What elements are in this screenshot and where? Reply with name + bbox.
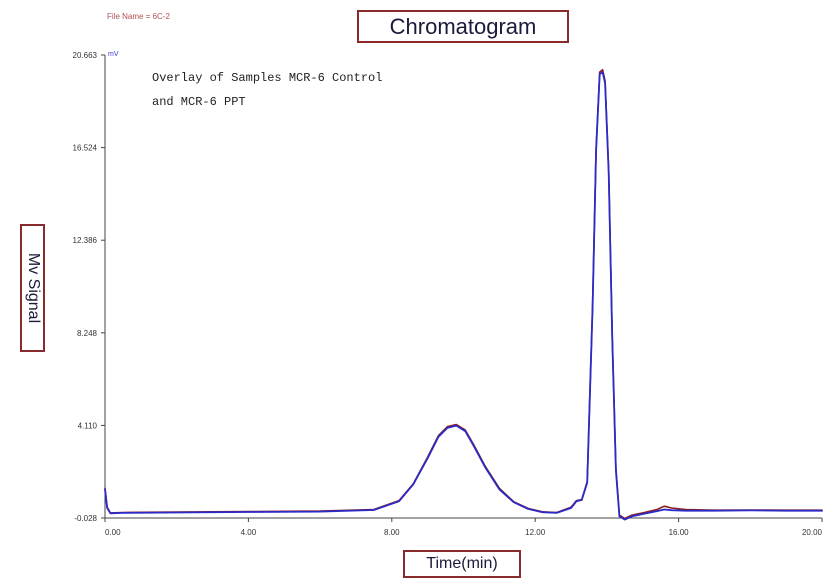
annotation-line-2: and MCR-6 PPT xyxy=(152,95,246,109)
y-tick-label: 20.663 xyxy=(73,51,98,60)
x-tick-label: 16.00 xyxy=(669,528,690,537)
x-tick-label: 0.00 xyxy=(105,528,121,537)
x-tick-label: 20.00 xyxy=(802,528,823,537)
x-tick-label: 4.00 xyxy=(241,528,257,537)
series-line-1 xyxy=(104,69,823,520)
y-unit-label: mV xyxy=(108,51,119,58)
y-tick-label: 8.248 xyxy=(77,329,98,338)
y-tick-label: 4.110 xyxy=(78,421,98,430)
x-axis-label: Time(min) xyxy=(403,550,521,578)
y-tick-label: 16.524 xyxy=(73,144,98,153)
y-tick-label: -0.028 xyxy=(74,514,97,523)
x-tick-label: 12.00 xyxy=(525,528,546,537)
series-line-2 xyxy=(104,71,823,521)
annotation-line-1: Overlay of Samples MCR-6 Control xyxy=(152,71,383,85)
y-tick-label: 12.386 xyxy=(73,236,98,245)
x-tick-label: 8.00 xyxy=(384,528,400,537)
chart-title: Chromatogram xyxy=(357,10,569,43)
overlay-annotation: Overlay of Samples MCR-6 Control and MCR-… xyxy=(152,66,382,114)
file-name-label: File Name = 6C-2 xyxy=(107,12,170,21)
y-axis-label-box: Mv Signal xyxy=(20,224,45,352)
